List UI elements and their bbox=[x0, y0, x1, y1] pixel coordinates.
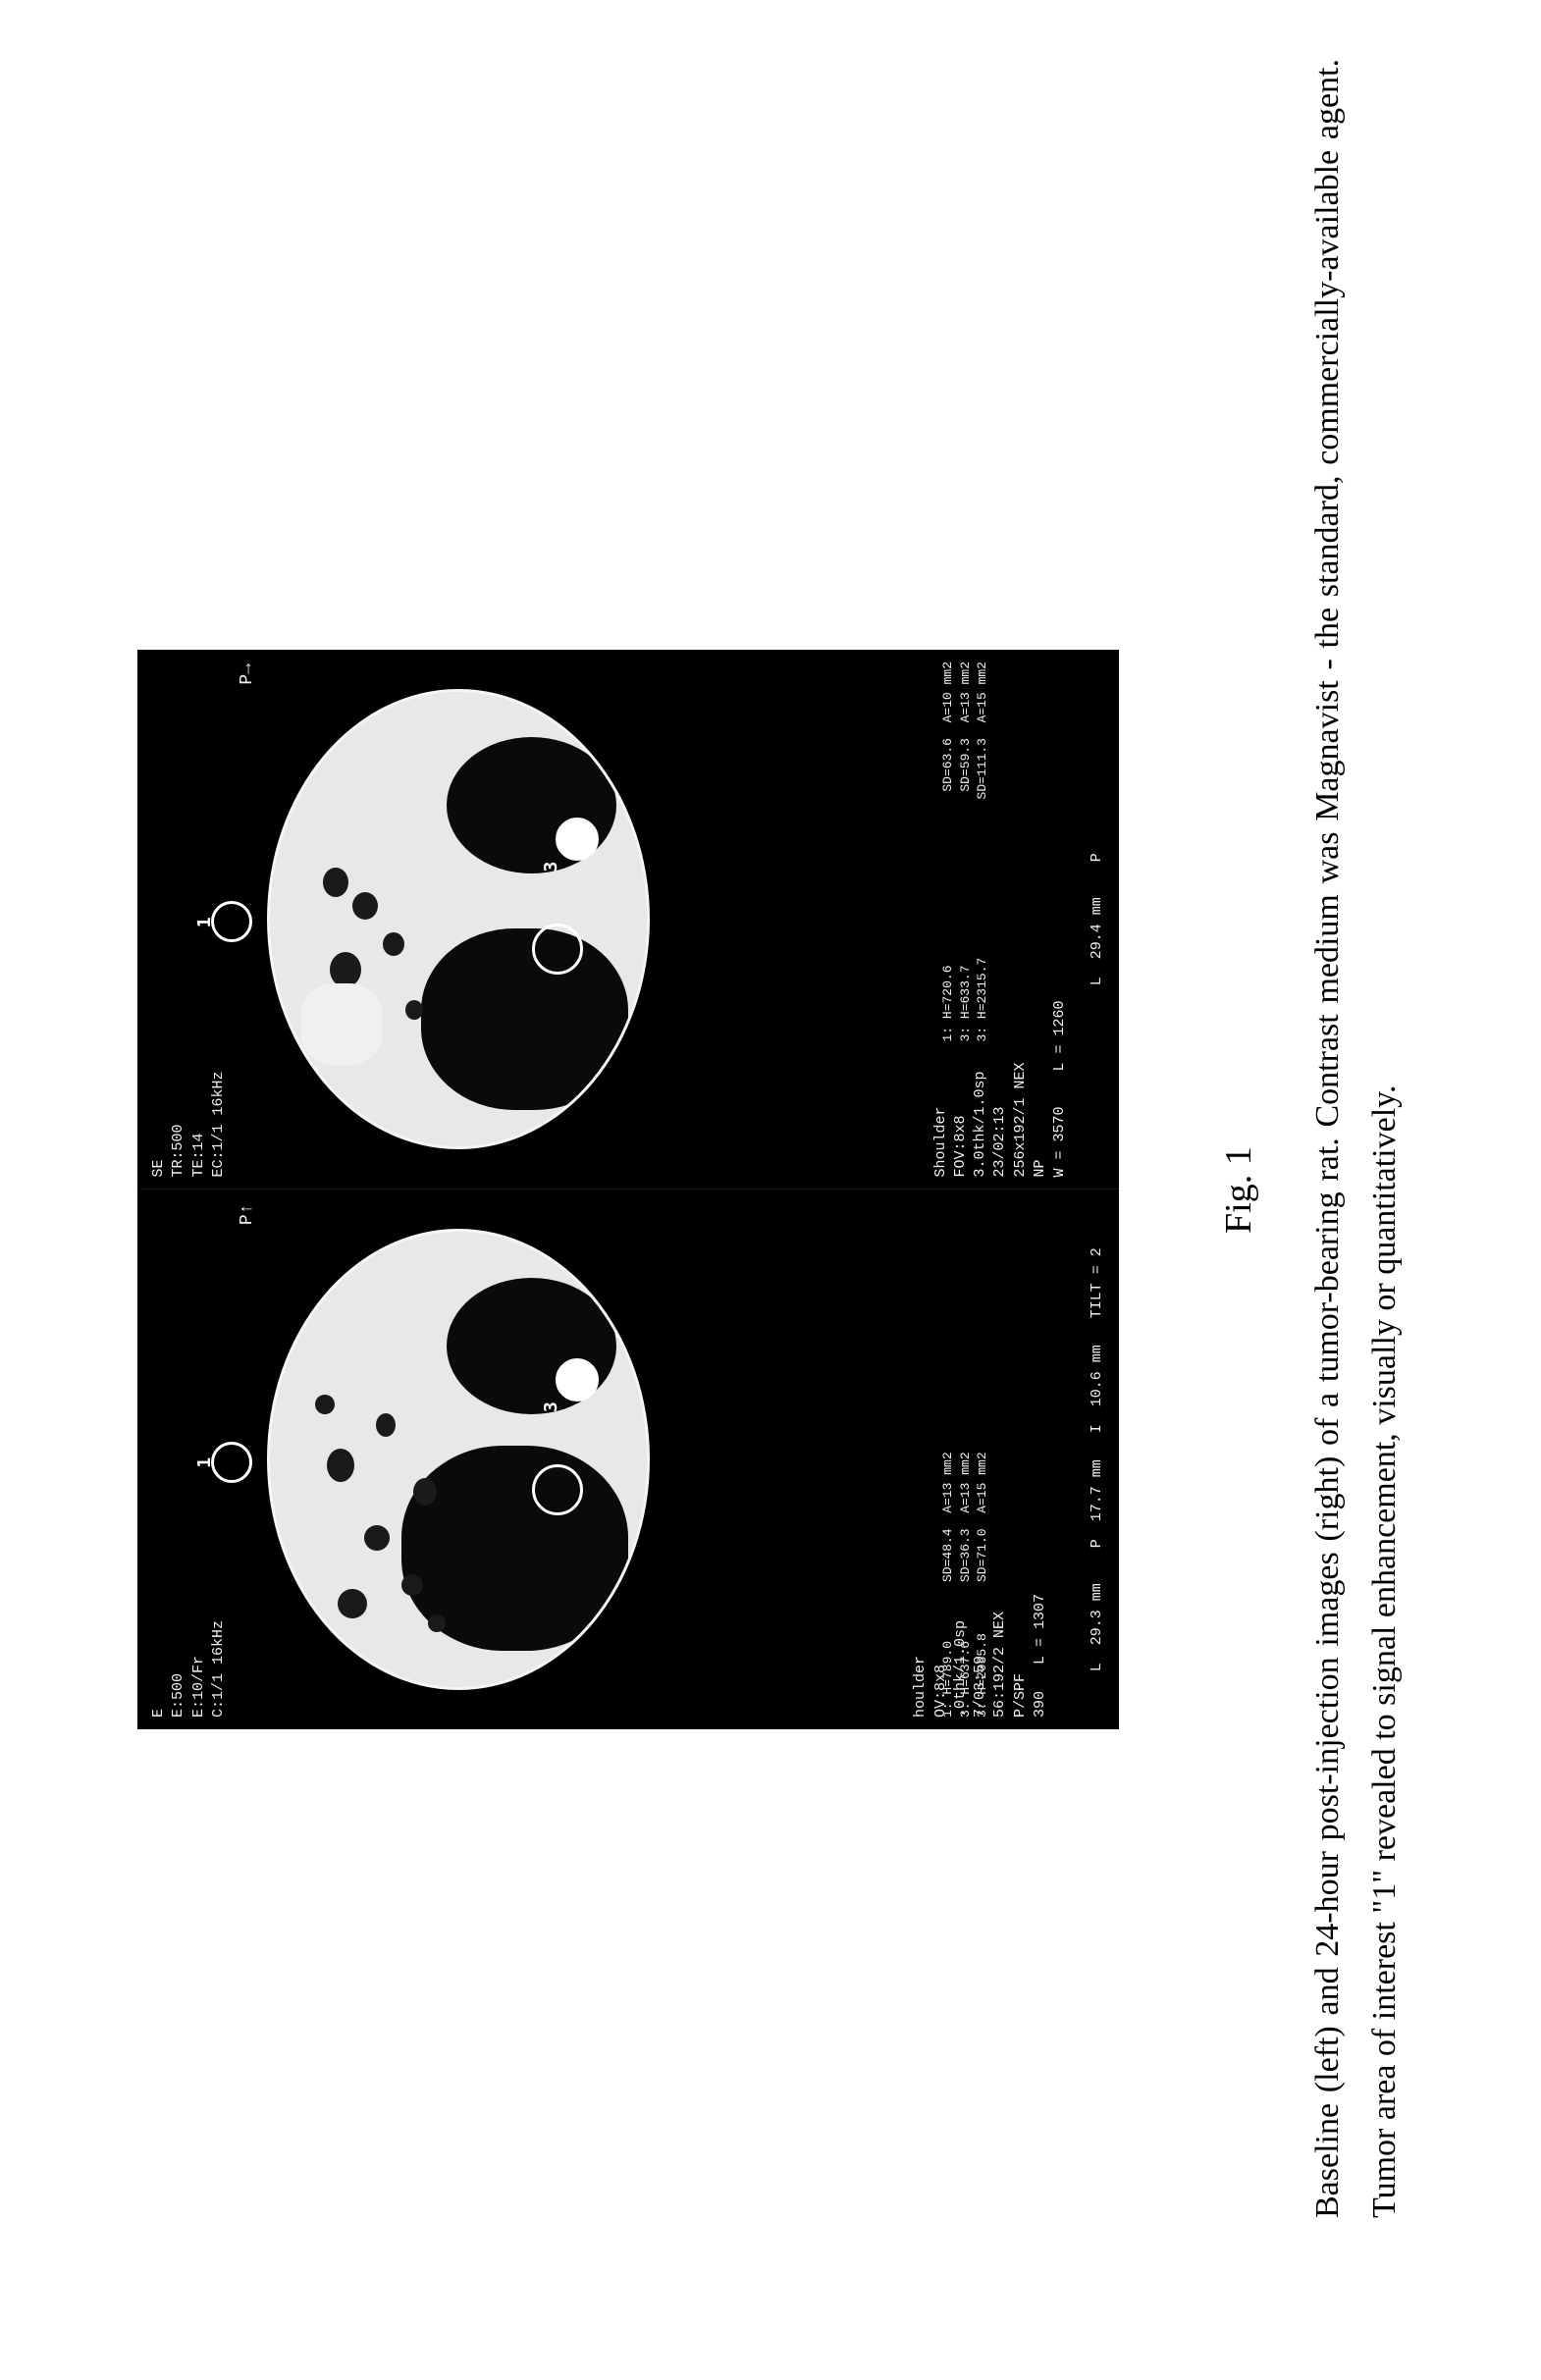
overlay-position-right: L 29.4 mm P bbox=[1088, 854, 1107, 986]
mri-panel-postinjection: SE TR:500 TE:14 EC:1/1 16kHz 1 bbox=[137, 651, 1119, 1190]
overlay-wl-right: W = 3570 L = 1260 bbox=[1050, 1001, 1070, 1178]
tissue-spot bbox=[364, 1525, 390, 1551]
tissue-bright-region bbox=[300, 983, 383, 1065]
orientation-arrow: P→ bbox=[236, 664, 259, 686]
tissue-spot bbox=[352, 892, 378, 920]
scan-area-left: 1 3 bbox=[216, 1230, 726, 1691]
overlay-acquisition-right: Shoulder FOV:8x8 3.0thk/1.0sp 23/02:13 2… bbox=[931, 1063, 1051, 1178]
figure-block: E E:500 E:10/Fr C:1/1 16kHz bbox=[88, 59, 1260, 2321]
page-content: E E:500 E:10/Fr C:1/1 16kHz bbox=[88, 59, 1453, 2321]
mri-dual-panel: E E:500 E:10/Fr C:1/1 16kHz bbox=[137, 651, 1119, 1730]
roi-stats-left: 1: H=720.6 3: H=633.7 3: H=2315.7 bbox=[939, 958, 991, 1042]
tissue-spot bbox=[376, 1414, 396, 1438]
roi-stats-right: SD=63.6 A=10 mm2 SD=59.3 A=13 mm2 SD=111… bbox=[939, 662, 991, 800]
roi-stats-mid: SD=48.4 A=13 mm2 SD=36.3 A=13 mm2 SD=71.… bbox=[939, 1453, 991, 1583]
scan-body-right bbox=[267, 690, 650, 1151]
tissue-spot bbox=[327, 1450, 354, 1483]
orientation-arrow: P↑ bbox=[236, 1204, 259, 1226]
tissue-dark-region bbox=[421, 929, 628, 1111]
roi-label: 3 bbox=[541, 862, 561, 873]
roi-label: 1 bbox=[194, 1457, 215, 1468]
tissue-spot bbox=[315, 1395, 335, 1414]
roi-label: 1 bbox=[194, 918, 215, 928]
overlay-acquisition-left: houlder OV:8x8 .0thk/1.0sp 7/03:59 56:19… bbox=[911, 1594, 1050, 1718]
roi-marker-1: 1 bbox=[211, 1442, 252, 1483]
overlay-position-left: L 29.3 mm P 17.7 mm I 10.6 mm TILT = 2 bbox=[1088, 1248, 1107, 1672]
tissue-spot bbox=[338, 1590, 367, 1619]
tissue-spot bbox=[323, 868, 348, 897]
scan-area-right: 1 3 bbox=[216, 690, 726, 1151]
figure-caption: Baseline (left) and 24-hour post-injecti… bbox=[1300, 59, 1413, 2218]
mri-panel-baseline: E E:500 E:10/Fr C:1/1 16kHz bbox=[137, 1190, 1119, 1730]
roi-label: 3 bbox=[541, 1402, 561, 1413]
scan-body-left bbox=[267, 1230, 650, 1691]
divider-line bbox=[137, 1080, 140, 1197]
figure-label: Fig. 1 bbox=[1217, 1146, 1260, 1234]
tissue-spot bbox=[383, 932, 404, 956]
tissue-spot bbox=[413, 1478, 437, 1506]
roi-marker-1: 1 bbox=[211, 902, 252, 943]
